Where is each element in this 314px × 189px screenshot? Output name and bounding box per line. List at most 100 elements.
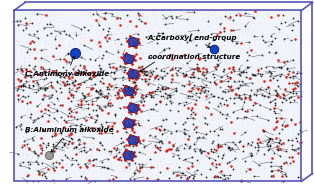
Point: [210, 139, 215, 142]
Point: [70, 67, 75, 70]
Point: [218, 145, 223, 148]
Point: [236, 94, 241, 97]
Point: [78, 149, 83, 152]
Point: [276, 92, 281, 95]
Point: [215, 78, 220, 81]
Point: [68, 109, 73, 112]
Point: [188, 114, 193, 117]
Point: [35, 49, 40, 52]
Point: [262, 40, 267, 43]
Point: [104, 97, 109, 100]
Point: [222, 26, 227, 29]
Point: [91, 71, 96, 74]
Point: [78, 42, 83, 45]
Point: [228, 141, 233, 144]
Point: [82, 25, 87, 28]
Point: [111, 71, 116, 74]
Point: [73, 80, 78, 83]
Point: [120, 121, 125, 124]
Point: [158, 124, 163, 127]
Point: [25, 180, 30, 183]
Point: [107, 101, 112, 104]
Point: [49, 85, 54, 88]
Point: [217, 85, 222, 88]
Point: [251, 16, 256, 19]
Point: [225, 113, 230, 116]
Point: [123, 24, 128, 27]
Point: [267, 177, 272, 180]
Point: [229, 14, 234, 17]
Point: [162, 49, 167, 52]
Point: [48, 84, 53, 87]
Point: [115, 128, 120, 131]
Point: [201, 135, 206, 138]
Point: [96, 15, 101, 18]
Point: [276, 66, 281, 69]
Point: [105, 157, 110, 160]
Point: [267, 101, 272, 104]
Point: [289, 35, 294, 38]
Point: [98, 67, 103, 70]
Point: [258, 68, 263, 71]
Point: [187, 146, 192, 149]
Point: [51, 145, 56, 148]
Point: [238, 179, 243, 182]
Point: [20, 29, 25, 32]
Point: [21, 143, 26, 146]
Point: [98, 92, 103, 95]
Point: [63, 68, 68, 71]
Point: [128, 101, 133, 104]
Point: [27, 85, 32, 88]
Point: [96, 54, 101, 57]
Point: [66, 77, 71, 80]
Point: [258, 140, 263, 143]
Point: [174, 33, 179, 36]
Point: [18, 115, 23, 118]
Point: [149, 94, 154, 97]
Point: [176, 165, 181, 168]
Point: [100, 125, 105, 128]
Point: [67, 91, 72, 94]
Point: [226, 146, 231, 149]
Point: [103, 70, 108, 73]
Point: [43, 122, 48, 125]
Point: [237, 73, 242, 76]
Point: [261, 128, 266, 131]
Point: [129, 62, 134, 65]
Point: [232, 69, 237, 72]
Point: [97, 104, 102, 107]
Point: [62, 57, 67, 60]
Point: [195, 136, 200, 139]
Point: [280, 93, 285, 96]
Point: [195, 67, 200, 70]
Point: [25, 51, 30, 54]
Point: [187, 57, 192, 60]
Point: [42, 88, 47, 91]
Point: [179, 79, 184, 82]
Point: [130, 76, 135, 79]
Point: [23, 167, 28, 170]
Point: [232, 135, 237, 138]
Point: [167, 163, 172, 166]
Point: [275, 71, 280, 74]
Point: [268, 34, 273, 37]
Point: [150, 165, 155, 168]
Point: [191, 111, 196, 114]
Point: [152, 75, 157, 78]
Point: [295, 19, 300, 22]
Point: [129, 94, 134, 98]
Point: [137, 107, 142, 110]
Point: [35, 37, 41, 40]
Point: [127, 75, 132, 78]
Point: [253, 11, 258, 14]
Point: [194, 159, 199, 162]
Point: [132, 69, 137, 72]
Point: [131, 119, 136, 122]
Point: [136, 169, 141, 172]
Point: [275, 52, 280, 55]
Point: [73, 70, 78, 73]
Point: [284, 92, 289, 95]
Point: [154, 146, 160, 149]
Point: [166, 94, 171, 97]
Point: [221, 171, 226, 174]
